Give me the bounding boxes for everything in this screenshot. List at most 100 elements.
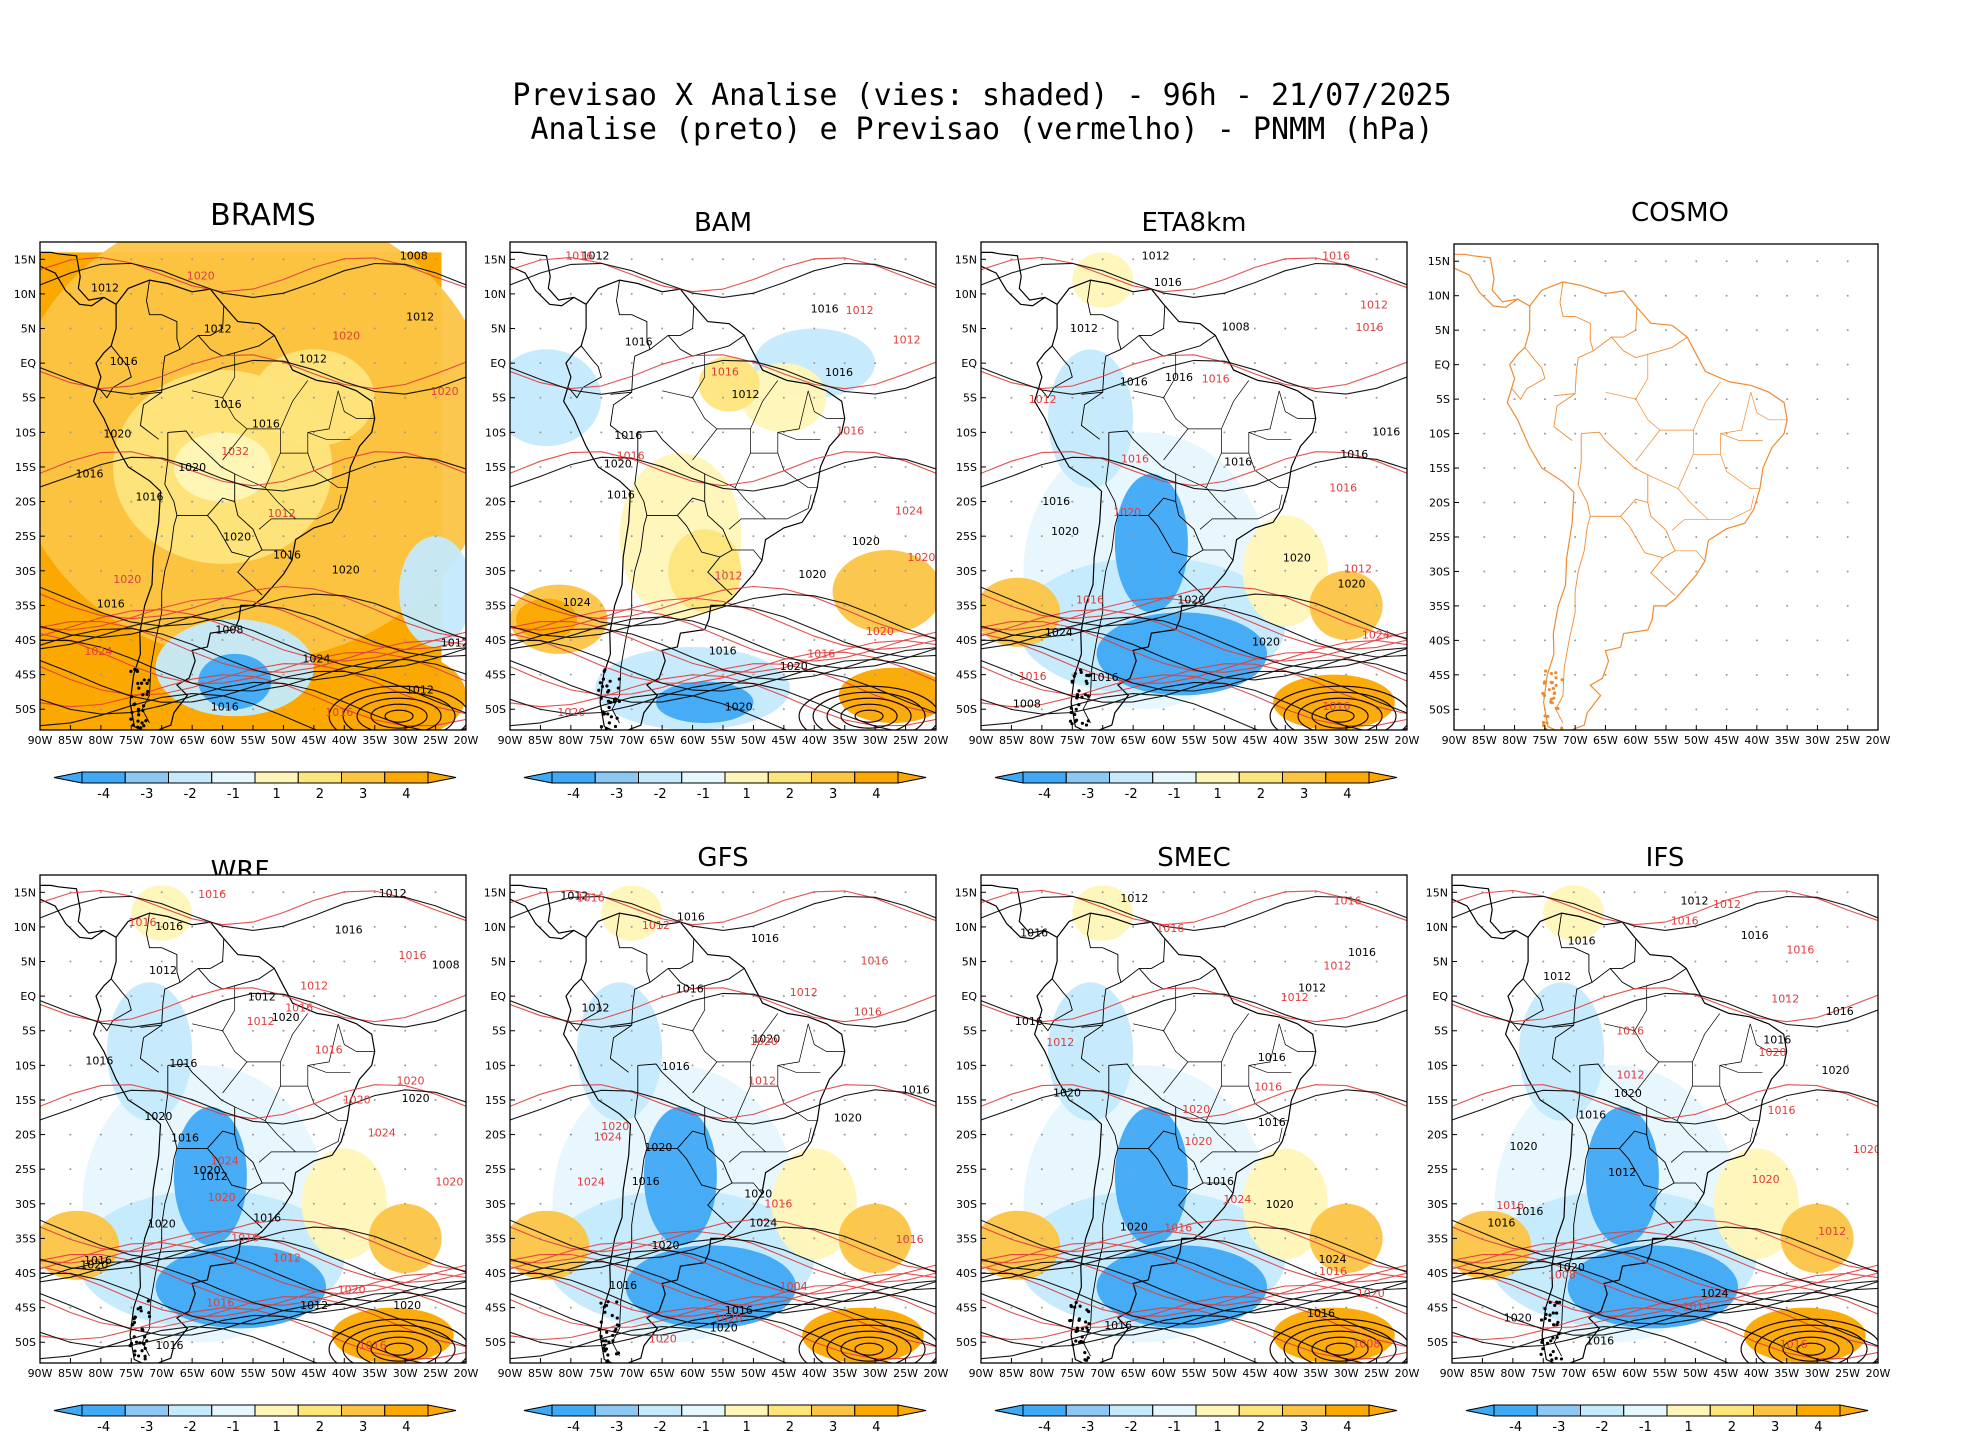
state-border: [1203, 549, 1234, 561]
grid-point: [722, 960, 724, 963]
grid-point: [130, 1133, 133, 1136]
grid-point: [1071, 465, 1074, 468]
grid-point: [1695, 708, 1698, 711]
grid-point: [1375, 1341, 1378, 1344]
island: [1077, 689, 1081, 693]
grid-point: [1785, 1064, 1788, 1067]
grid-point: [600, 396, 603, 399]
grid-point: [252, 569, 254, 572]
grid-point: [1725, 329, 1728, 332]
lon-tick-label: 50W: [271, 734, 296, 747]
grid-point: [1846, 1341, 1849, 1344]
grid-point: [1071, 569, 1074, 572]
grid-point: [813, 362, 816, 365]
island: [1079, 668, 1083, 672]
island: [604, 1303, 609, 1308]
grid-point: [1572, 1306, 1575, 1309]
colorbar-label: -3: [1552, 1420, 1565, 1435]
grid-point: [691, 362, 694, 365]
grid-point: [1223, 1272, 1226, 1275]
lat-tick-label: 20S: [485, 496, 506, 509]
grid-point: [1725, 535, 1728, 538]
lat-tick-label: 15S: [1427, 1094, 1448, 1107]
state-border: [1248, 1085, 1289, 1122]
grid-point: [1816, 294, 1819, 297]
state-border: [280, 380, 309, 430]
grid-point: [722, 673, 724, 676]
grid-point: [1816, 432, 1819, 435]
grid-point: [1664, 1168, 1666, 1171]
lon-tick-label: 20W: [924, 1367, 949, 1380]
island: [147, 678, 151, 682]
grid-point: [782, 1064, 785, 1067]
low-pressure-contour: [1311, 1336, 1369, 1362]
grid-point: [1010, 1168, 1013, 1171]
grid-point: [1101, 708, 1104, 711]
grid-point: [1725, 639, 1728, 642]
isobar-label: 1020: [1182, 1103, 1210, 1116]
lon-tick-label: 45W: [1714, 734, 1739, 747]
grid-point: [130, 327, 133, 330]
grid-point: [1664, 960, 1666, 963]
grid-point: [1513, 260, 1516, 263]
colorbar-label: 1: [742, 1420, 750, 1435]
isobar-line: [1452, 992, 1878, 1028]
grid-point: [1193, 925, 1195, 928]
grid-point: [434, 673, 437, 676]
grid-point: [69, 1133, 72, 1136]
lon-tick-label: 70W: [1090, 734, 1115, 747]
grid-point: [99, 708, 102, 711]
grid-point: [1284, 995, 1287, 998]
grid-point: [1253, 925, 1256, 928]
grid-point: [1633, 995, 1636, 998]
lon-tick-label: 70W: [1561, 1367, 1586, 1380]
grid-point: [874, 569, 877, 572]
lat-tick-label: 15S: [1429, 462, 1450, 475]
isobar-label: 1016: [577, 891, 605, 904]
grid-point: [1755, 1098, 1758, 1101]
grid-point: [282, 465, 285, 468]
grid-point: [1253, 1237, 1256, 1240]
island: [1556, 1320, 1560, 1324]
isobar-label: 1020: [144, 1110, 172, 1123]
island: [1074, 1329, 1078, 1334]
isobar-line: [1452, 1266, 1878, 1317]
grid-point: [343, 995, 346, 998]
grid-point: [813, 1029, 816, 1032]
grid-point: [1755, 432, 1758, 435]
lon-tick-label: 35W: [1775, 734, 1800, 747]
lat-tick-label: 15S: [15, 461, 36, 474]
grid-point: [1132, 673, 1135, 676]
lat-tick-label: 10S: [956, 1059, 977, 1072]
isobar-label: 1012: [1818, 1225, 1846, 1238]
grid-point: [130, 258, 133, 261]
grid-point: [1253, 960, 1256, 963]
lat-tick-label: 35S: [15, 1232, 36, 1245]
isobar-label: 1020: [178, 461, 206, 474]
grid-point: [1375, 535, 1378, 538]
grid-point: [1846, 432, 1849, 435]
grid-point: [569, 431, 572, 434]
grid-point: [813, 569, 816, 572]
lon-tick-label: 90W: [969, 1367, 994, 1380]
grid-point: [1253, 1306, 1256, 1309]
isobar-label: 1008: [1548, 1268, 1576, 1281]
grid-point: [843, 639, 846, 642]
grid-point: [373, 604, 376, 607]
grid-point: [1846, 925, 1849, 928]
island: [598, 681, 602, 685]
island: [133, 702, 137, 706]
grid-point: [1284, 327, 1287, 330]
grid-point: [1846, 960, 1849, 963]
grid-point: [252, 1306, 254, 1309]
grid-point: [1193, 891, 1195, 894]
grid-point: [1725, 294, 1728, 297]
grid-point: [1193, 431, 1195, 434]
grid-point: [1223, 500, 1226, 503]
island: [601, 677, 606, 681]
isobar-label: 1016: [725, 1304, 753, 1317]
grid-point: [404, 1029, 407, 1032]
grid-point: [904, 1202, 907, 1205]
state-border: [337, 1023, 375, 1052]
grid-point: [282, 1029, 285, 1032]
